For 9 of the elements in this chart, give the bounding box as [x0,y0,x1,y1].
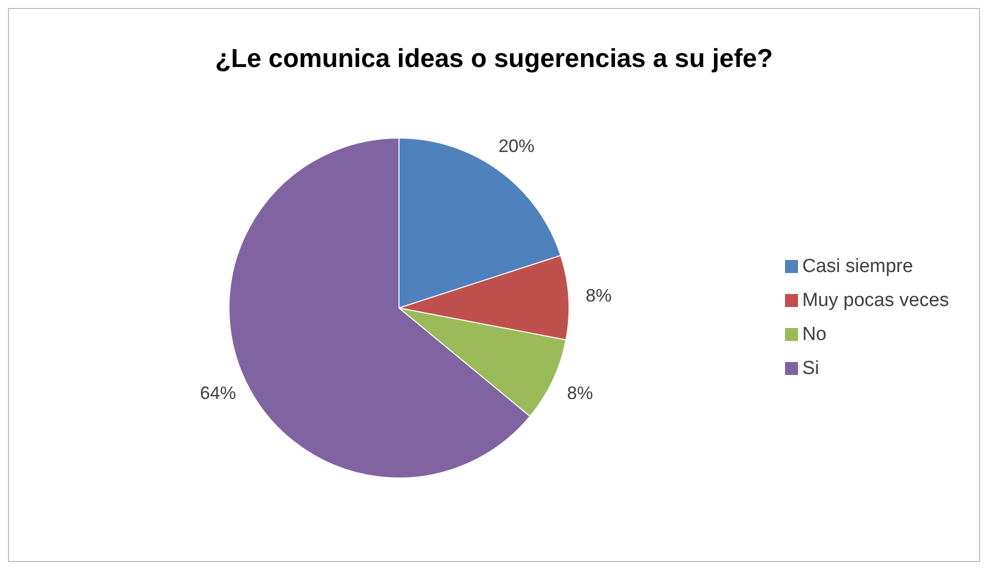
data-label: 20% [498,136,535,156]
data-label: 64% [200,383,236,404]
legend-label: No [802,324,826,345]
legend-label: Si [802,358,820,379]
legend-label: Muy pocas veces [802,290,949,311]
data-label: 8% [566,383,593,404]
chart-title: ¿Le comunica ideas o sugerencias a su jefe? [214,43,774,75]
legend-label: Casi siempre [802,256,914,277]
data-label: 8% [586,285,612,306]
